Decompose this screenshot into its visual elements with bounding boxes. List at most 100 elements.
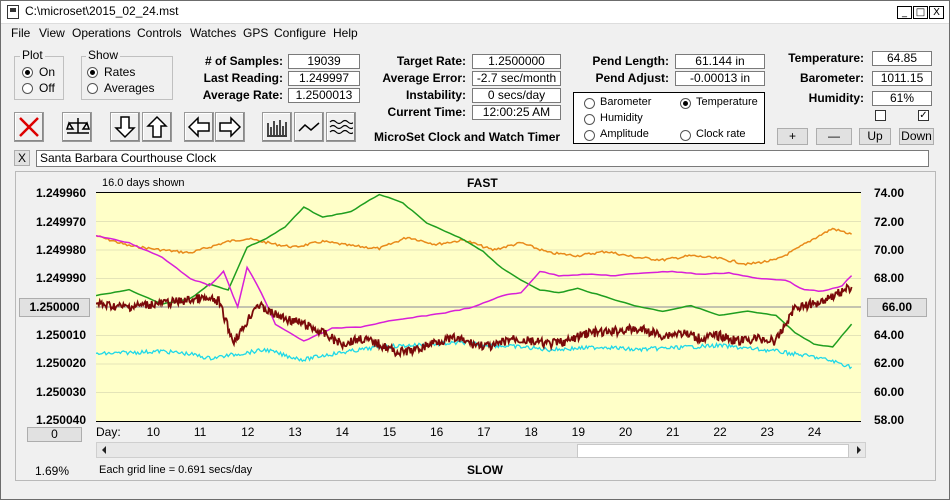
- wave-graph-icon: [329, 119, 353, 135]
- plot-on-radio[interactable]: [22, 67, 33, 78]
- balance-button[interactable]: [62, 112, 92, 142]
- show-rates-radio[interactable]: [87, 67, 98, 78]
- sensor-radio-clock-rate[interactable]: [680, 130, 691, 141]
- grid-note: Each grid line = 0.691 secs/day: [99, 464, 253, 476]
- down-button[interactable]: Down: [899, 128, 934, 145]
- menu-file[interactable]: File: [11, 26, 31, 40]
- scroll-up-button[interactable]: [142, 112, 172, 142]
- right-tick-label: 64.00: [874, 328, 905, 342]
- instability-value: 0 secs/day: [472, 88, 561, 103]
- left-zero-button[interactable]: 0: [27, 427, 82, 442]
- arrow-up-icon: [146, 115, 168, 138]
- menu-configure[interactable]: Configure: [274, 26, 327, 40]
- series-line-temperature: [95, 193, 853, 348]
- barometer-label: Barometer:: [799, 71, 864, 85]
- scroll-down-button[interactable]: [110, 112, 140, 142]
- show-group: [81, 56, 173, 100]
- sensor-radio-temperature[interactable]: [680, 98, 691, 109]
- day-tick-label: 19: [571, 425, 586, 439]
- day-tick-label: 15: [382, 425, 397, 439]
- temperature-value: 64.85: [872, 51, 932, 66]
- title-bar: C:\microset\2015_02_24.mst _ □ X: [1, 1, 949, 24]
- right-tick-label: 62.00: [874, 356, 905, 370]
- left-tick-label: 1.249960: [35, 186, 86, 200]
- right-axis-button[interactable]: 66.00: [867, 298, 927, 317]
- day-tick-label: 20: [618, 425, 633, 439]
- samples-value: 19039: [288, 54, 360, 69]
- plot-on-label: On: [39, 65, 56, 79]
- target-rate-value: 1.2500000: [472, 54, 561, 69]
- rate-chart: [95, 193, 861, 393]
- day-tick-label: 13: [288, 425, 302, 439]
- left-tick-label: 1.250030: [35, 385, 86, 399]
- arrow-left-icon: [187, 116, 210, 138]
- scrollbar-thumb[interactable]: [577, 444, 849, 458]
- sensor-radio-amplitude[interactable]: [584, 130, 595, 141]
- samples-label: # of Samples:: [204, 54, 283, 68]
- menu-help[interactable]: Help: [333, 26, 358, 40]
- target-rate-label: Target Rate:: [396, 54, 466, 68]
- scroll-right-arrow-icon[interactable]: [853, 443, 865, 457]
- red-x-icon: [19, 117, 39, 137]
- wave-graph-button[interactable]: [326, 112, 356, 142]
- average-error-label: Average Error:: [382, 71, 466, 85]
- plot-group-label: Plot: [20, 48, 45, 62]
- sensor-radio-barometer[interactable]: [584, 98, 595, 109]
- sensor-label-humidity: Humidity: [600, 112, 643, 124]
- line-graph-button[interactable]: [294, 112, 324, 142]
- menu-gps[interactable]: GPS: [243, 26, 269, 40]
- right-tick-label: 60.00: [874, 385, 905, 399]
- menu-operations[interactable]: Operations: [72, 26, 131, 40]
- balance-scale-icon: [65, 118, 91, 134]
- bar-graph-button[interactable]: [262, 112, 292, 142]
- scroll-right-button[interactable]: [215, 112, 245, 142]
- series-line-clock-rate: [95, 283, 853, 359]
- sensor-radio-humidity[interactable]: [584, 114, 595, 125]
- days-shown-label: 16.0 days shown: [102, 177, 185, 189]
- barometer-value: 1011.15: [872, 71, 932, 86]
- center-rate-button[interactable]: 1.250000: [19, 298, 90, 317]
- maximize-button[interactable]: □: [913, 6, 928, 19]
- scroll-left-arrow-icon[interactable]: [98, 443, 110, 457]
- close-clock-button[interactable]: X: [14, 150, 30, 166]
- scroll-left-button[interactable]: [184, 112, 214, 142]
- clear-data-button[interactable]: [14, 112, 44, 142]
- pend-length-value: 61.144 in: [675, 54, 765, 69]
- slow-label: SLOW: [467, 463, 503, 477]
- checkbox-1[interactable]: [875, 110, 886, 121]
- menu-watches[interactable]: Watches: [190, 26, 237, 40]
- show-rates-label: Rates: [104, 65, 136, 79]
- menu-controls[interactable]: Controls: [137, 26, 182, 40]
- temperature-label: Temperature:: [788, 51, 864, 65]
- show-averages-radio[interactable]: [87, 83, 98, 94]
- left-tick-label: 1.250040: [35, 413, 86, 427]
- plus-button[interactable]: +: [777, 128, 808, 145]
- day-tick-label: 17: [477, 425, 491, 439]
- show-group-label: Show: [86, 48, 121, 62]
- minimize-button[interactable]: _: [897, 6, 912, 19]
- up-button[interactable]: Up: [859, 128, 891, 145]
- plot-area: [95, 192, 861, 422]
- window-title: C:\microset\2015_02_24.mst: [25, 4, 179, 18]
- close-window-button[interactable]: X: [929, 6, 944, 19]
- minus-button[interactable]: —: [816, 128, 852, 145]
- right-tick-label: 72.00: [874, 215, 905, 229]
- last-reading-value: 1.249997: [288, 71, 360, 86]
- horizontal-scrollbar[interactable]: [96, 442, 866, 458]
- app-caption: MicroSet Clock and Watch Timer: [374, 130, 561, 144]
- clock-name-input[interactable]: Santa Barbara Courthouse Clock: [36, 150, 929, 167]
- line-graph-icon: [298, 122, 320, 132]
- left-tick-label: 1.249970: [35, 215, 86, 229]
- sensor-select-box: Barometer Temperature Humidity Amplitude…: [573, 92, 765, 144]
- right-tick-label: 74.00: [874, 186, 905, 200]
- checkbox-2[interactable]: ✓: [918, 110, 929, 121]
- pend-length-label: Pend Length:: [592, 54, 669, 68]
- current-time-label: Current Time:: [387, 105, 466, 119]
- app-icon: [7, 5, 19, 19]
- right-tick-label: 68.00: [874, 271, 905, 285]
- plot-off-radio[interactable]: [22, 83, 33, 94]
- menu-view[interactable]: View: [39, 26, 65, 40]
- left-tick-label: 1.249990: [35, 271, 86, 285]
- arrow-down-icon: [114, 116, 136, 139]
